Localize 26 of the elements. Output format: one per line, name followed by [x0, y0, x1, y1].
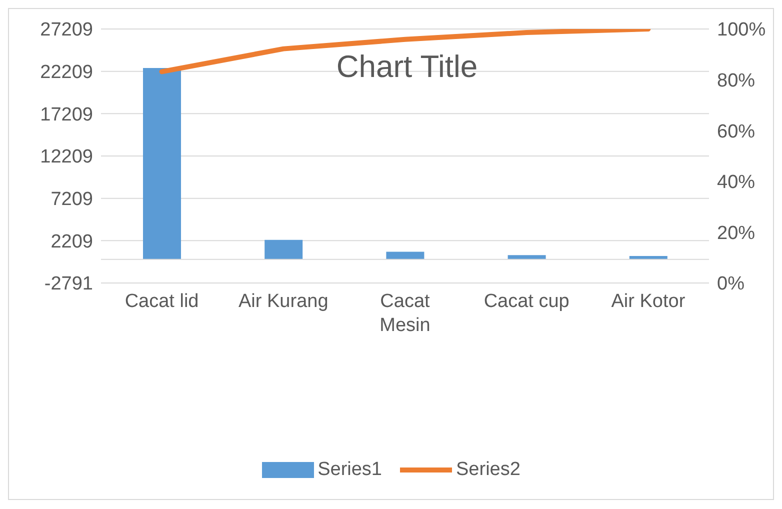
y-tick-label: 22209	[40, 62, 93, 84]
x-tick-label: Air Kotor	[611, 291, 686, 312]
y-tick-label: 2209	[50, 231, 93, 252]
bar	[386, 252, 424, 260]
y2-tick-label: 40%	[717, 172, 756, 194]
y-tick-label: 7209	[50, 189, 93, 210]
x-tick-label: Air Kurang	[238, 291, 328, 312]
bar	[143, 68, 181, 260]
y-tick-label: 17209	[40, 104, 93, 126]
y2-tick-label: 100%	[717, 20, 766, 41]
y-tick-label: 12209	[40, 146, 93, 168]
y2-tick-label: 60%	[717, 121, 756, 142]
text: Chart Title	[335, 49, 479, 85]
x-tick-label: Cacat cup	[484, 291, 570, 312]
y2-tick-label: 0%	[717, 274, 745, 295]
x-tick-label: Cacat lid	[124, 291, 199, 312]
y2-tick-label: 80%	[717, 70, 756, 92]
y-tick-label: -2791	[44, 274, 93, 295]
y2-tick-label: 20%	[717, 222, 756, 244]
bar	[264, 240, 303, 260]
chart-frame: Series1 Series2 Cacat lid Air Kurang Cacat Mesin Cacat cup Air Kotor -2791 2209 7209 12209 17209 22209 27209 0% 20% 40% 60% 80% 100% Chart Title	[8, 8, 774, 500]
y-tick-label: 27209	[40, 20, 93, 41]
legend-label: Series1	[318, 459, 382, 481]
bar	[508, 255, 546, 260]
legend-label: Series2	[456, 459, 520, 481]
x-tick-label: Cacat Mesin	[380, 291, 431, 336]
